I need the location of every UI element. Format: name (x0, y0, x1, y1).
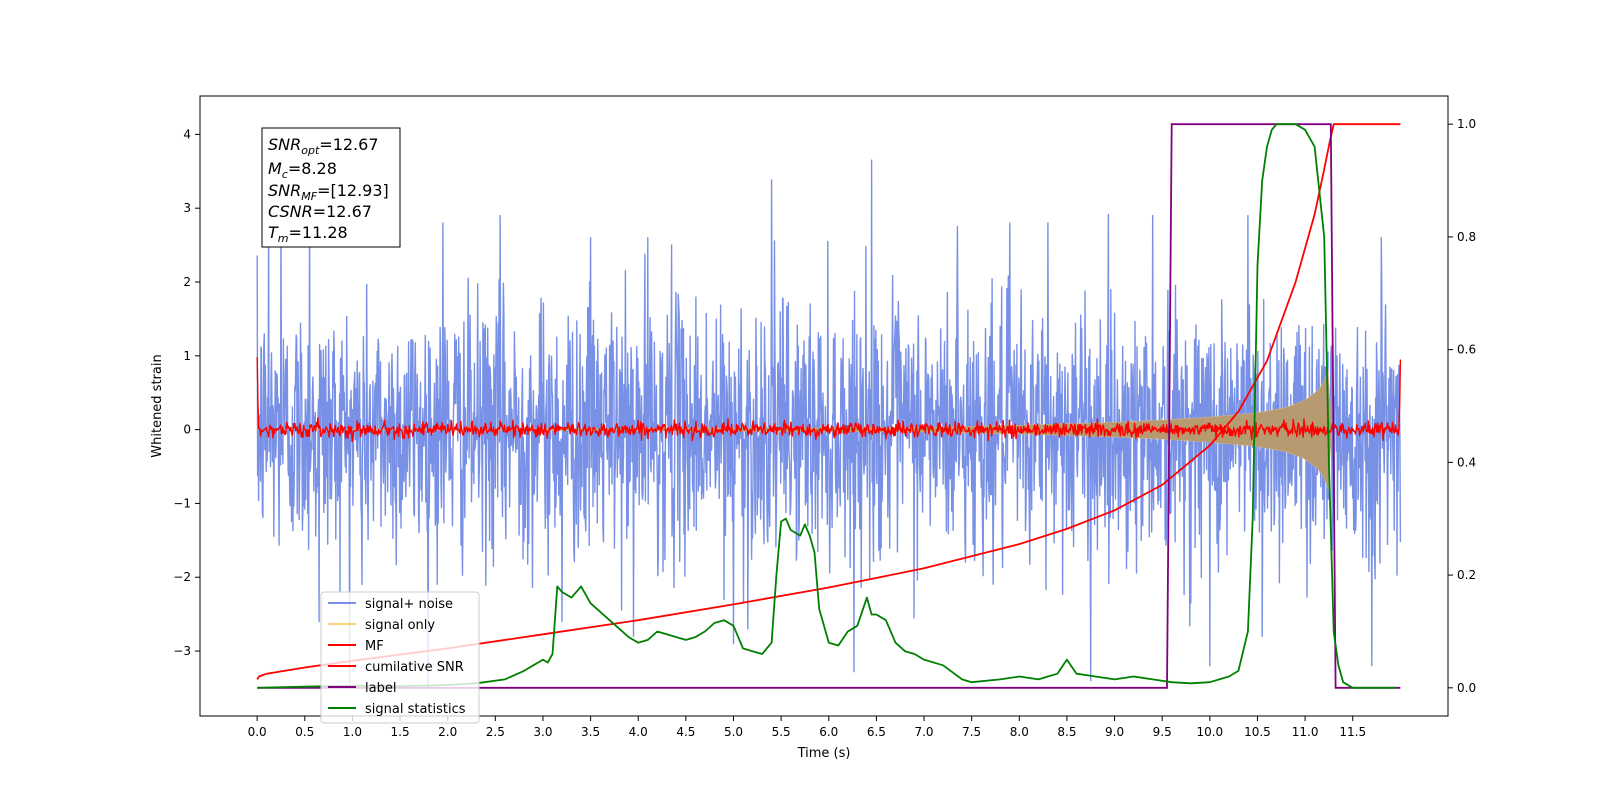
x-axis-ticks: 0.0 0.5 1.0 1.5 2.0 2.5 3.0 3.5 4.0 4.5 5.0 5.5 6.0 6… (248, 716, 1366, 739)
annotation-line: SNRMF=[12.93] (268, 181, 389, 203)
x-tick-label: 9.5 (1153, 725, 1172, 739)
signal-plus-noise-series (256, 159, 1402, 689)
legend-item: signal+ noise (328, 597, 453, 612)
x-tick-label: 0.0 (248, 725, 267, 739)
y2-tick-label: 0.0 (1457, 681, 1476, 695)
y2-tick-label: 0.8 (1457, 230, 1476, 244)
legend-frame (320, 591, 480, 724)
legend-label: signal statistics (365, 702, 466, 717)
x-tick-label: 2.5 (486, 725, 505, 739)
signal-statistics-series (257, 123, 1396, 689)
x-tick-label: 1.0 (343, 725, 362, 739)
legend-label: signal+ noise (365, 597, 453, 612)
legend-label: signal only (365, 618, 435, 633)
x-tick-label: 11.5 (1339, 725, 1366, 739)
x-tick-label: 7.5 (962, 725, 981, 739)
legend-label: cumilative SNR (365, 660, 464, 675)
legend: signal+ noise signal only MF cumilative … (320, 591, 480, 724)
x-tick-label: 3.0 (533, 725, 552, 739)
x-tick-label: 5.0 (724, 725, 743, 739)
x-tick-label: 6.5 (867, 725, 886, 739)
legend-label: label (365, 681, 396, 696)
y2-tick-label: 0.4 (1457, 455, 1476, 469)
x-tick-label: 4.5 (676, 725, 695, 739)
legend-label: MF (365, 639, 384, 654)
x-tick-label: 5.5 (772, 725, 791, 739)
plot-area (256, 123, 1402, 689)
annotation-frame (261, 127, 401, 248)
x-tick-label: 3.5 (581, 725, 600, 739)
x-tick-label: 8.5 (1057, 725, 1076, 739)
y-tick-label: 0 (183, 423, 191, 437)
y-axis-ticks: −3 −2 −1 0 1 2 3 4 (173, 127, 200, 658)
x-tick-label: 7.0 (914, 725, 933, 739)
legend-item: label (328, 681, 396, 696)
y2-tick-label: 1.0 (1457, 117, 1476, 131)
y-tick-label: −3 (173, 644, 191, 658)
annotation-line: CSNR=12.67 (268, 202, 372, 221)
y-tick-label: −1 (173, 496, 191, 510)
x-axis-label: Time (s) (797, 746, 851, 761)
y-tick-label: 4 (183, 127, 191, 141)
annotation-box: SNRopt=12.67 Mc=8.28 SNRMF=[12.93] CSNR=… (261, 127, 401, 248)
plot-frame (199, 95, 1449, 717)
y2-axis-ticks: 0.0 0.2 0.4 0.6 0.8 1.0 (1448, 117, 1476, 695)
x-tick-label: 4.0 (629, 725, 648, 739)
y2-tick-label: 0.2 (1457, 568, 1476, 582)
y-axis-label: Whitened strain (150, 354, 165, 457)
y-tick-label: 1 (183, 349, 191, 363)
x-tick-label: 1.5 (391, 725, 410, 739)
cumulative-snr-series (256, 123, 1401, 680)
y-tick-label: 3 (183, 201, 191, 215)
legend-item: MF (328, 639, 384, 654)
x-tick-label: 8.0 (1010, 725, 1029, 739)
annotation-line: Tm=11.28 (268, 223, 348, 245)
annotation-line: Mc=8.28 (268, 159, 337, 181)
x-tick-label: 10.0 (1196, 725, 1223, 739)
y2-tick-label: 0.6 (1457, 343, 1476, 357)
x-tick-label: 0.5 (295, 725, 314, 739)
annotation-line: SNRopt=12.67 (268, 135, 379, 157)
x-tick-label: 10.5 (1244, 725, 1271, 739)
legend-item: signal only (328, 618, 435, 633)
legend-item: cumilative SNR (328, 660, 464, 675)
y-tick-label: −2 (173, 570, 191, 584)
x-tick-label: 6.0 (819, 725, 838, 739)
x-tick-label: 9.0 (1105, 725, 1124, 739)
y-tick-label: 2 (183, 275, 191, 289)
x-tick-label: 11.0 (1292, 725, 1319, 739)
label-series (257, 123, 1401, 689)
mf-series (256, 357, 1402, 443)
legend-item: signal statistics (328, 702, 466, 717)
x-tick-label: 2.0 (438, 725, 457, 739)
